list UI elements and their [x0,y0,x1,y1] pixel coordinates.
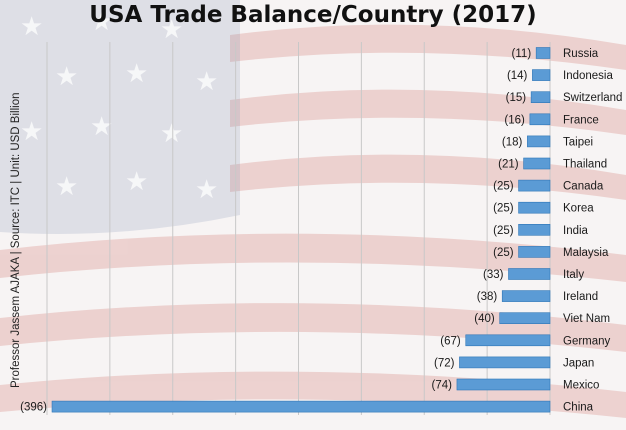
value-label: (11) [512,48,532,60]
svg-text:★: ★ [195,67,218,97]
value-label: (25) [493,225,514,237]
value-label: (72) [434,357,455,369]
svg-text:★: ★ [125,59,148,89]
chart-title: USA Trade Balance/Country (2017) [89,2,537,28]
category-label: Malaysia [563,247,609,259]
value-label: (18) [502,136,523,148]
category-label: Russia [563,48,599,60]
svg-text:★: ★ [90,7,113,37]
svg-text:★: ★ [90,112,113,142]
value-label: (25) [493,247,514,259]
category-label: China [563,402,594,414]
category-label: Mexico [563,380,599,392]
category-label: France [563,114,599,126]
bar-viet-nam [499,312,551,325]
category-label: Switzerland [563,92,622,104]
svg-text:★: ★ [55,62,78,92]
category-label: Ireland [563,291,598,303]
value-labels: (11) (14) (15) (16) (18) (21) (25) (25) (25) (25)… [20,48,531,414]
category-label: Viet Nam [563,313,610,325]
bar-china [51,400,551,413]
value-label: (21) [498,159,519,171]
bar-india [518,224,551,236]
value-label: (16) [504,114,525,126]
gridlines [46,42,551,415]
value-label: (15) [506,92,527,104]
svg-text:★: ★ [55,172,78,202]
value-label: (25) [493,203,514,215]
svg-text:★: ★ [20,117,43,147]
bar-canada [518,179,551,192]
value-label: (38) [477,291,498,303]
bar-taipei [527,135,551,148]
value-label: (14) [507,70,528,82]
category-label: Thailand [563,159,607,171]
bar-japan [459,356,551,369]
category-label: Taipei [563,136,593,148]
category-label: Germany [563,335,611,347]
bar-korea [518,201,551,214]
svg-text:★: ★ [160,15,183,45]
value-label: (25) [493,181,514,193]
bar-mexico [456,378,551,391]
value-label: (396) [20,402,47,414]
category-label: Japan [563,357,594,369]
svg-text:★: ★ [125,167,148,197]
bar-germany [465,334,551,347]
category-label: India [563,225,589,237]
value-label: (74) [431,380,452,392]
svg-text:★: ★ [195,175,218,205]
svg-text:★: ★ [20,12,43,42]
bar-indonesia [532,69,551,81]
category-label: Italy [563,269,584,281]
category-labels: Russia Indonesia Switzerland France Taipei Th… [563,48,622,414]
bar-switzerland [530,91,551,103]
bar-thailand [523,157,551,170]
bar-france [529,113,551,126]
bar-italy [508,268,551,280]
svg-text:★: ★ [160,119,183,149]
bar-malaysia [518,246,551,258]
value-label: (40) [474,313,495,325]
category-label: Indonesia [563,70,613,82]
value-label: (67) [440,335,461,347]
bar-russia [535,47,551,59]
bars [51,47,551,413]
category-label: Korea [563,203,594,215]
value-label: (33) [483,269,504,281]
bar-ireland [501,290,551,302]
category-label: Canada [563,181,604,193]
